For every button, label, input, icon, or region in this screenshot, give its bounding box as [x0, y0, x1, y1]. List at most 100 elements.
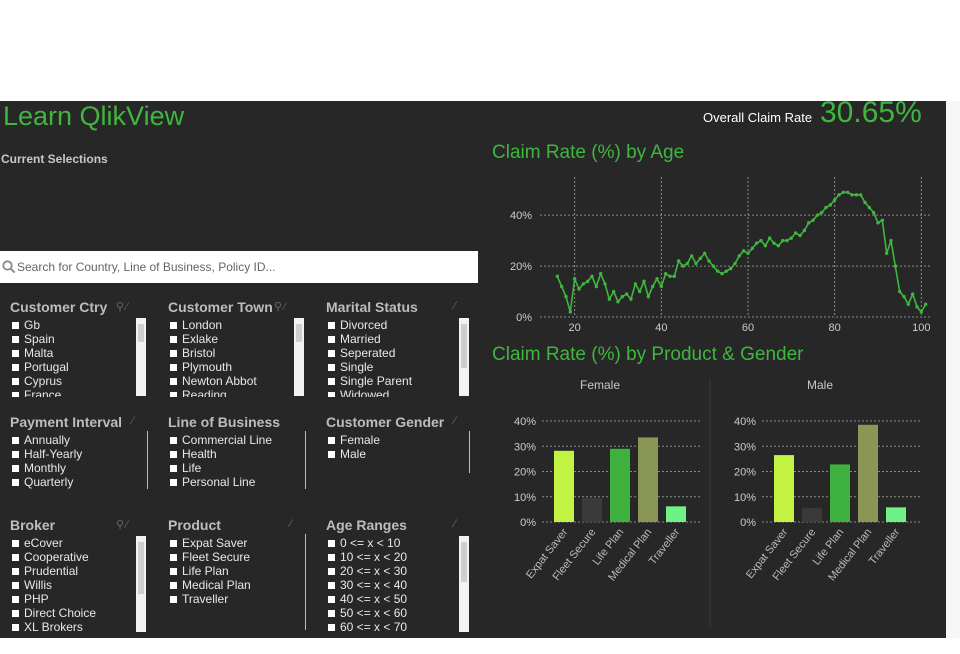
checkbox-icon[interactable] [170, 582, 177, 589]
search-and-edit-icons[interactable]: ⚲∕ [116, 519, 130, 531]
checkbox-icon[interactable] [328, 378, 335, 385]
checkbox-icon[interactable] [328, 540, 335, 547]
checkbox-icon[interactable] [170, 596, 177, 603]
list-item[interactable]: Life [170, 461, 300, 475]
checkbox-icon[interactable] [170, 364, 177, 371]
checkbox-icon[interactable] [170, 322, 177, 329]
checkbox-icon[interactable] [170, 554, 177, 561]
checkbox-icon[interactable] [12, 336, 19, 343]
scrollbar[interactable] [459, 536, 469, 632]
edit-icon[interactable]: ∕ [290, 518, 294, 530]
list-item[interactable]: Reading [170, 388, 292, 397]
list-item[interactable]: Traveller [170, 592, 300, 606]
list-item[interactable]: Married [328, 332, 454, 346]
checkbox-icon[interactable] [12, 378, 19, 385]
checkbox-icon[interactable] [12, 465, 19, 472]
checkbox-icon[interactable] [170, 437, 177, 444]
list-item[interactable]: Widowed [328, 388, 454, 397]
list-item[interactable]: PHP [12, 592, 134, 606]
list-item[interactable]: Newton Abbot [170, 374, 292, 388]
checkbox-icon[interactable] [328, 392, 335, 397]
checkbox-icon[interactable] [328, 610, 335, 617]
list-item[interactable]: Willis [12, 578, 134, 592]
checkbox-icon[interactable] [170, 350, 177, 357]
checkbox-icon[interactable] [12, 540, 19, 547]
search-input[interactable]: Search for Country, Line of Business, Po… [17, 260, 276, 274]
checkbox-icon[interactable] [170, 479, 177, 486]
checkbox-icon[interactable] [328, 582, 335, 589]
list-item[interactable]: Single [328, 360, 454, 374]
checkbox-icon[interactable] [328, 350, 335, 357]
list-item[interactable]: Cyprus [12, 374, 134, 388]
checkbox-icon[interactable] [328, 568, 335, 575]
checkbox-icon[interactable] [170, 465, 177, 472]
checkbox-icon[interactable] [170, 336, 177, 343]
list-item[interactable]: London [170, 318, 292, 332]
list-item[interactable]: Half-Yearly [12, 447, 142, 461]
checkbox-icon[interactable] [328, 596, 335, 603]
list-item[interactable]: 0 <= x < 10 [328, 536, 454, 550]
list-item[interactable]: 20 <= x < 30 [328, 564, 454, 578]
list-item[interactable]: Spain [12, 332, 134, 346]
edit-icon[interactable]: ∕ [132, 415, 136, 427]
edit-icon[interactable]: ∕ [454, 415, 458, 427]
list-item[interactable]: Medical Plan [170, 578, 300, 592]
list-item[interactable]: Commercial Line [170, 433, 300, 447]
checkbox-icon[interactable] [12, 350, 19, 357]
list-item[interactable]: Direct Choice [12, 606, 134, 620]
list-item[interactable]: Quarterly [12, 475, 142, 489]
checkbox-icon[interactable] [170, 378, 177, 385]
checkbox-icon[interactable] [170, 540, 177, 547]
checkbox-icon[interactable] [328, 364, 335, 371]
list-item[interactable]: Gb [12, 318, 134, 332]
list-item[interactable]: Fleet Secure [170, 550, 300, 564]
checkbox-icon[interactable] [328, 624, 335, 631]
checkbox-icon[interactable] [12, 479, 19, 486]
checkbox-icon[interactable] [12, 610, 19, 617]
list-item[interactable]: eCover [12, 536, 134, 550]
list-item[interactable]: Exlake [170, 332, 292, 346]
checkbox-icon[interactable] [12, 554, 19, 561]
scrollbar[interactable] [459, 318, 469, 396]
checkbox-icon[interactable] [12, 451, 19, 458]
scrollbar[interactable] [294, 318, 304, 396]
list-item[interactable]: France [12, 388, 134, 397]
list-item[interactable]: Divorced [328, 318, 454, 332]
list-item[interactable]: 60 <= x < 70 [328, 620, 454, 634]
list-item[interactable]: 40 <= x < 50 [328, 592, 454, 606]
list-item[interactable]: Prudential [12, 564, 134, 578]
list-item[interactable]: Malta [12, 346, 134, 360]
scrollbar[interactable] [136, 536, 146, 632]
search-box[interactable]: Search for Country, Line of Business, Po… [0, 251, 478, 283]
checkbox-icon[interactable] [12, 322, 19, 329]
checkbox-icon[interactable] [328, 437, 335, 444]
list-item[interactable]: Annually [12, 433, 142, 447]
list-item[interactable]: Male [328, 447, 454, 461]
checkbox-icon[interactable] [328, 336, 335, 343]
list-item[interactable]: 30 <= x < 40 [328, 578, 454, 592]
list-item[interactable]: Life Plan [170, 564, 300, 578]
list-item[interactable]: 50 <= x < 60 [328, 606, 454, 620]
checkbox-icon[interactable] [328, 554, 335, 561]
checkbox-icon[interactable] [12, 392, 19, 397]
search-and-edit-icons[interactable]: ⚲∕ [116, 301, 130, 313]
list-item[interactable]: Bristol [170, 346, 292, 360]
edit-icon[interactable]: ∕ [454, 518, 458, 530]
list-item[interactable]: Monthly [12, 461, 142, 475]
list-item[interactable]: Portugal [12, 360, 134, 374]
list-item[interactable]: Health [170, 447, 300, 461]
checkbox-icon[interactable] [328, 322, 335, 329]
edit-icon[interactable]: ∕ [454, 300, 458, 312]
list-item[interactable]: 10 <= x < 20 [328, 550, 454, 564]
list-item[interactable]: Single Parent [328, 374, 454, 388]
list-item[interactable]: Expat Saver [170, 536, 300, 550]
checkbox-icon[interactable] [12, 568, 19, 575]
checkbox-icon[interactable] [12, 624, 19, 631]
list-item[interactable]: Female [328, 433, 454, 447]
checkbox-icon[interactable] [328, 451, 335, 458]
checkbox-icon[interactable] [170, 451, 177, 458]
checkbox-icon[interactable] [12, 437, 19, 444]
checkbox-icon[interactable] [170, 568, 177, 575]
list-item[interactable]: Cooperative [12, 550, 134, 564]
scrollbar[interactable] [136, 318, 146, 396]
